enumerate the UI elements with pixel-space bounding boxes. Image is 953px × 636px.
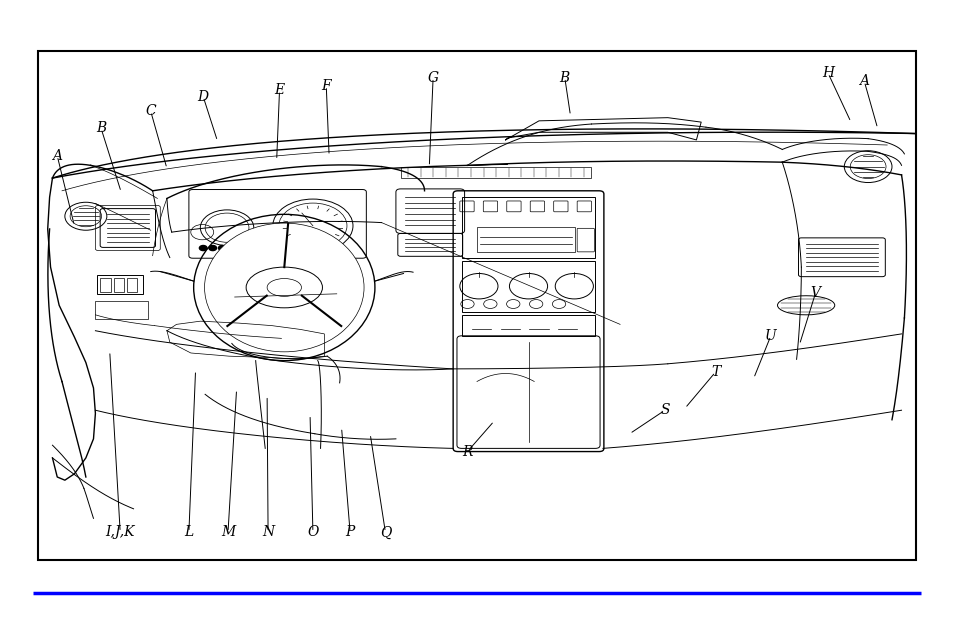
Circle shape	[199, 245, 207, 251]
Text: L: L	[184, 525, 193, 539]
Text: A: A	[52, 149, 62, 163]
Circle shape	[209, 245, 216, 251]
Text: D: D	[197, 90, 209, 104]
Ellipse shape	[246, 267, 322, 308]
Text: B: B	[559, 71, 569, 85]
Text: F: F	[321, 79, 331, 93]
Text: V: V	[810, 286, 820, 300]
Text: C: C	[145, 104, 156, 118]
Text: B: B	[96, 121, 106, 135]
Text: R: R	[461, 445, 473, 459]
Circle shape	[218, 245, 226, 251]
Text: H: H	[821, 66, 833, 80]
Text: M: M	[221, 525, 234, 539]
Text: P: P	[345, 525, 355, 539]
Text: N: N	[262, 525, 274, 539]
Ellipse shape	[204, 223, 364, 352]
Text: A: A	[859, 74, 868, 88]
Text: E: E	[274, 83, 284, 97]
Text: O: O	[307, 525, 318, 539]
Text: T: T	[710, 365, 720, 379]
Text: G: G	[427, 71, 438, 85]
Text: U: U	[764, 329, 776, 343]
Text: Q: Q	[379, 525, 391, 539]
FancyBboxPatch shape	[38, 51, 915, 560]
FancyBboxPatch shape	[189, 190, 366, 258]
Text: I,J,K: I,J,K	[106, 525, 134, 539]
Text: S: S	[659, 403, 669, 417]
